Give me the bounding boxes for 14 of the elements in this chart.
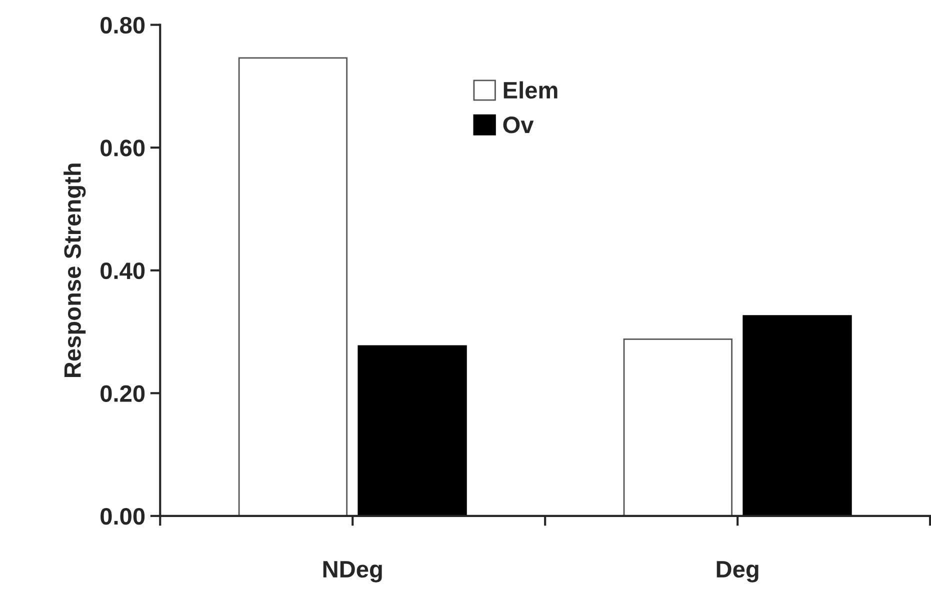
bar: [238, 57, 348, 516]
y-tick-label: 0.20: [100, 385, 145, 402]
bar: [623, 338, 733, 516]
bar: [358, 345, 467, 516]
y-tick-label: 0.80: [100, 16, 145, 34]
y-axis-title: Response Strength: [64, 164, 86, 378]
y-tick-label: 0.40: [100, 262, 145, 280]
legend-label: Elem: [504, 81, 558, 99]
y-tick-label: 0.00: [100, 508, 145, 525]
bar: [742, 315, 852, 516]
x-tick-label: NDeg: [323, 561, 382, 582]
x-tick-label: Deg: [716, 561, 758, 582]
legend-label: Ov: [503, 116, 534, 134]
y-tick-label: 0.60: [100, 140, 145, 156]
